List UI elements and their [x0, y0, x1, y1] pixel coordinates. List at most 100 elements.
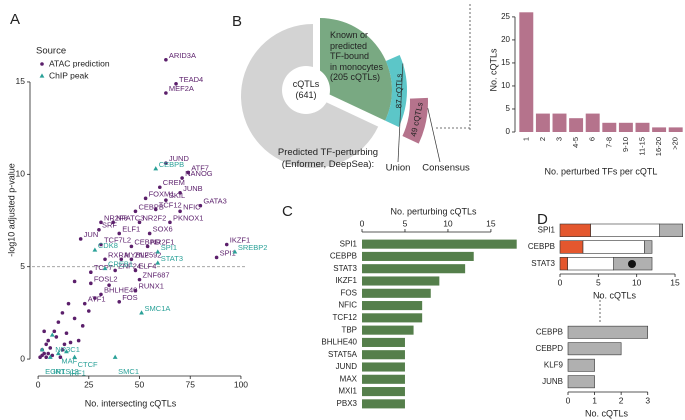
bar-segment [659, 223, 683, 237]
point-label: ARID3A [169, 51, 196, 60]
bar [362, 362, 405, 372]
y-tick-label: 5 [20, 261, 25, 271]
point [99, 220, 103, 225]
point-label: JUND [169, 154, 190, 163]
y-tick-label: SPI1 [340, 239, 358, 248]
point [46, 351, 51, 356]
bar [585, 113, 600, 132]
x-tick-label: 25 [84, 379, 94, 389]
point [44, 342, 48, 347]
point [89, 270, 93, 275]
point [119, 257, 124, 262]
y-tick-label: MXI1 [338, 387, 357, 396]
point [133, 268, 138, 273]
point [117, 299, 122, 304]
x-tick-label: 15 [670, 277, 680, 287]
point [64, 349, 69, 354]
point [178, 190, 182, 195]
point [55, 350, 61, 356]
y-tick-label: SPI1 [538, 225, 556, 234]
x-tick-label: 0 [566, 395, 571, 405]
point [153, 166, 159, 171]
point [66, 301, 71, 306]
point [42, 329, 46, 334]
y-tick-label: CEBPD [535, 344, 563, 353]
y-tick-label: KLF9 [544, 360, 564, 369]
pie-hole [282, 66, 330, 114]
point-label: NR2F1 [151, 237, 175, 246]
bar [618, 122, 633, 132]
y-tick-label: 15 [16, 76, 26, 86]
bar [362, 313, 423, 323]
y-tick-label: CEBPB [330, 252, 357, 261]
bar-segment [567, 257, 614, 271]
point [107, 283, 111, 287]
point [56, 320, 61, 324]
bar [362, 387, 405, 397]
y-tick-label: STAT5A [328, 350, 358, 359]
point [92, 247, 98, 252]
x-tick-label: 100 [234, 379, 248, 389]
point [99, 242, 103, 247]
highlight-dot [628, 260, 636, 268]
x-tick-label: >20 [671, 137, 680, 150]
y-tick-label: TCF12 [333, 313, 358, 322]
point [232, 249, 238, 254]
y-tick-label: CEBPB [536, 327, 563, 336]
point-label: TCF7L2 [104, 236, 131, 245]
point-label: NFIC [183, 202, 201, 211]
bar-segment [559, 257, 568, 271]
bar [362, 399, 405, 409]
bar [552, 113, 567, 132]
point [137, 277, 142, 282]
point-label: JUNB [183, 184, 203, 193]
point [224, 242, 229, 247]
point-label: BHLHE40 [104, 285, 137, 294]
point-label: NR2F2 [143, 213, 167, 222]
point [62, 342, 67, 347]
point-label: TEAD4 [179, 75, 203, 84]
x-tick-label: 9-10 [621, 137, 630, 152]
point [47, 354, 53, 359]
x-tick-label: 3 [554, 137, 563, 141]
point [80, 324, 85, 328]
point-label: SOX6 [153, 224, 173, 233]
bar [362, 325, 414, 335]
bar [567, 342, 622, 356]
point-label: MEF2A [169, 84, 194, 93]
ring-name: Consensus [422, 163, 470, 174]
pie-slice [320, 18, 392, 121]
bar [362, 251, 474, 261]
y-tick-label: 20 [501, 35, 510, 44]
point [133, 288, 138, 293]
point [50, 353, 55, 358]
y-tick-label: STAT3 [531, 259, 555, 268]
x-tick-label: 2 [538, 137, 547, 141]
y-axis-label: No. cQTLs [488, 48, 498, 92]
point-label: ATF1 [88, 295, 106, 304]
bar [668, 127, 683, 132]
bar [362, 288, 431, 298]
point [164, 91, 168, 95]
point [99, 292, 103, 297]
point [158, 185, 162, 190]
point [198, 203, 203, 208]
point-label: CREB1 [108, 260, 133, 269]
point [89, 281, 93, 286]
point-label: SPI1 [161, 243, 177, 252]
point [186, 170, 190, 175]
x-tick-label: 4-5 [571, 137, 580, 148]
point-label: GATA3 [203, 197, 226, 206]
point [48, 346, 53, 350]
x-axis-label: No. cQTLs [585, 408, 629, 418]
point-label: TCF12 [159, 200, 182, 209]
point [129, 257, 134, 262]
point-label: SKIL [169, 191, 185, 200]
y-tick-label: 10 [501, 81, 510, 90]
point-label: SREBP2 [238, 243, 268, 252]
bar [635, 122, 650, 132]
bar [567, 325, 649, 339]
point [60, 311, 65, 315]
point [103, 257, 107, 262]
